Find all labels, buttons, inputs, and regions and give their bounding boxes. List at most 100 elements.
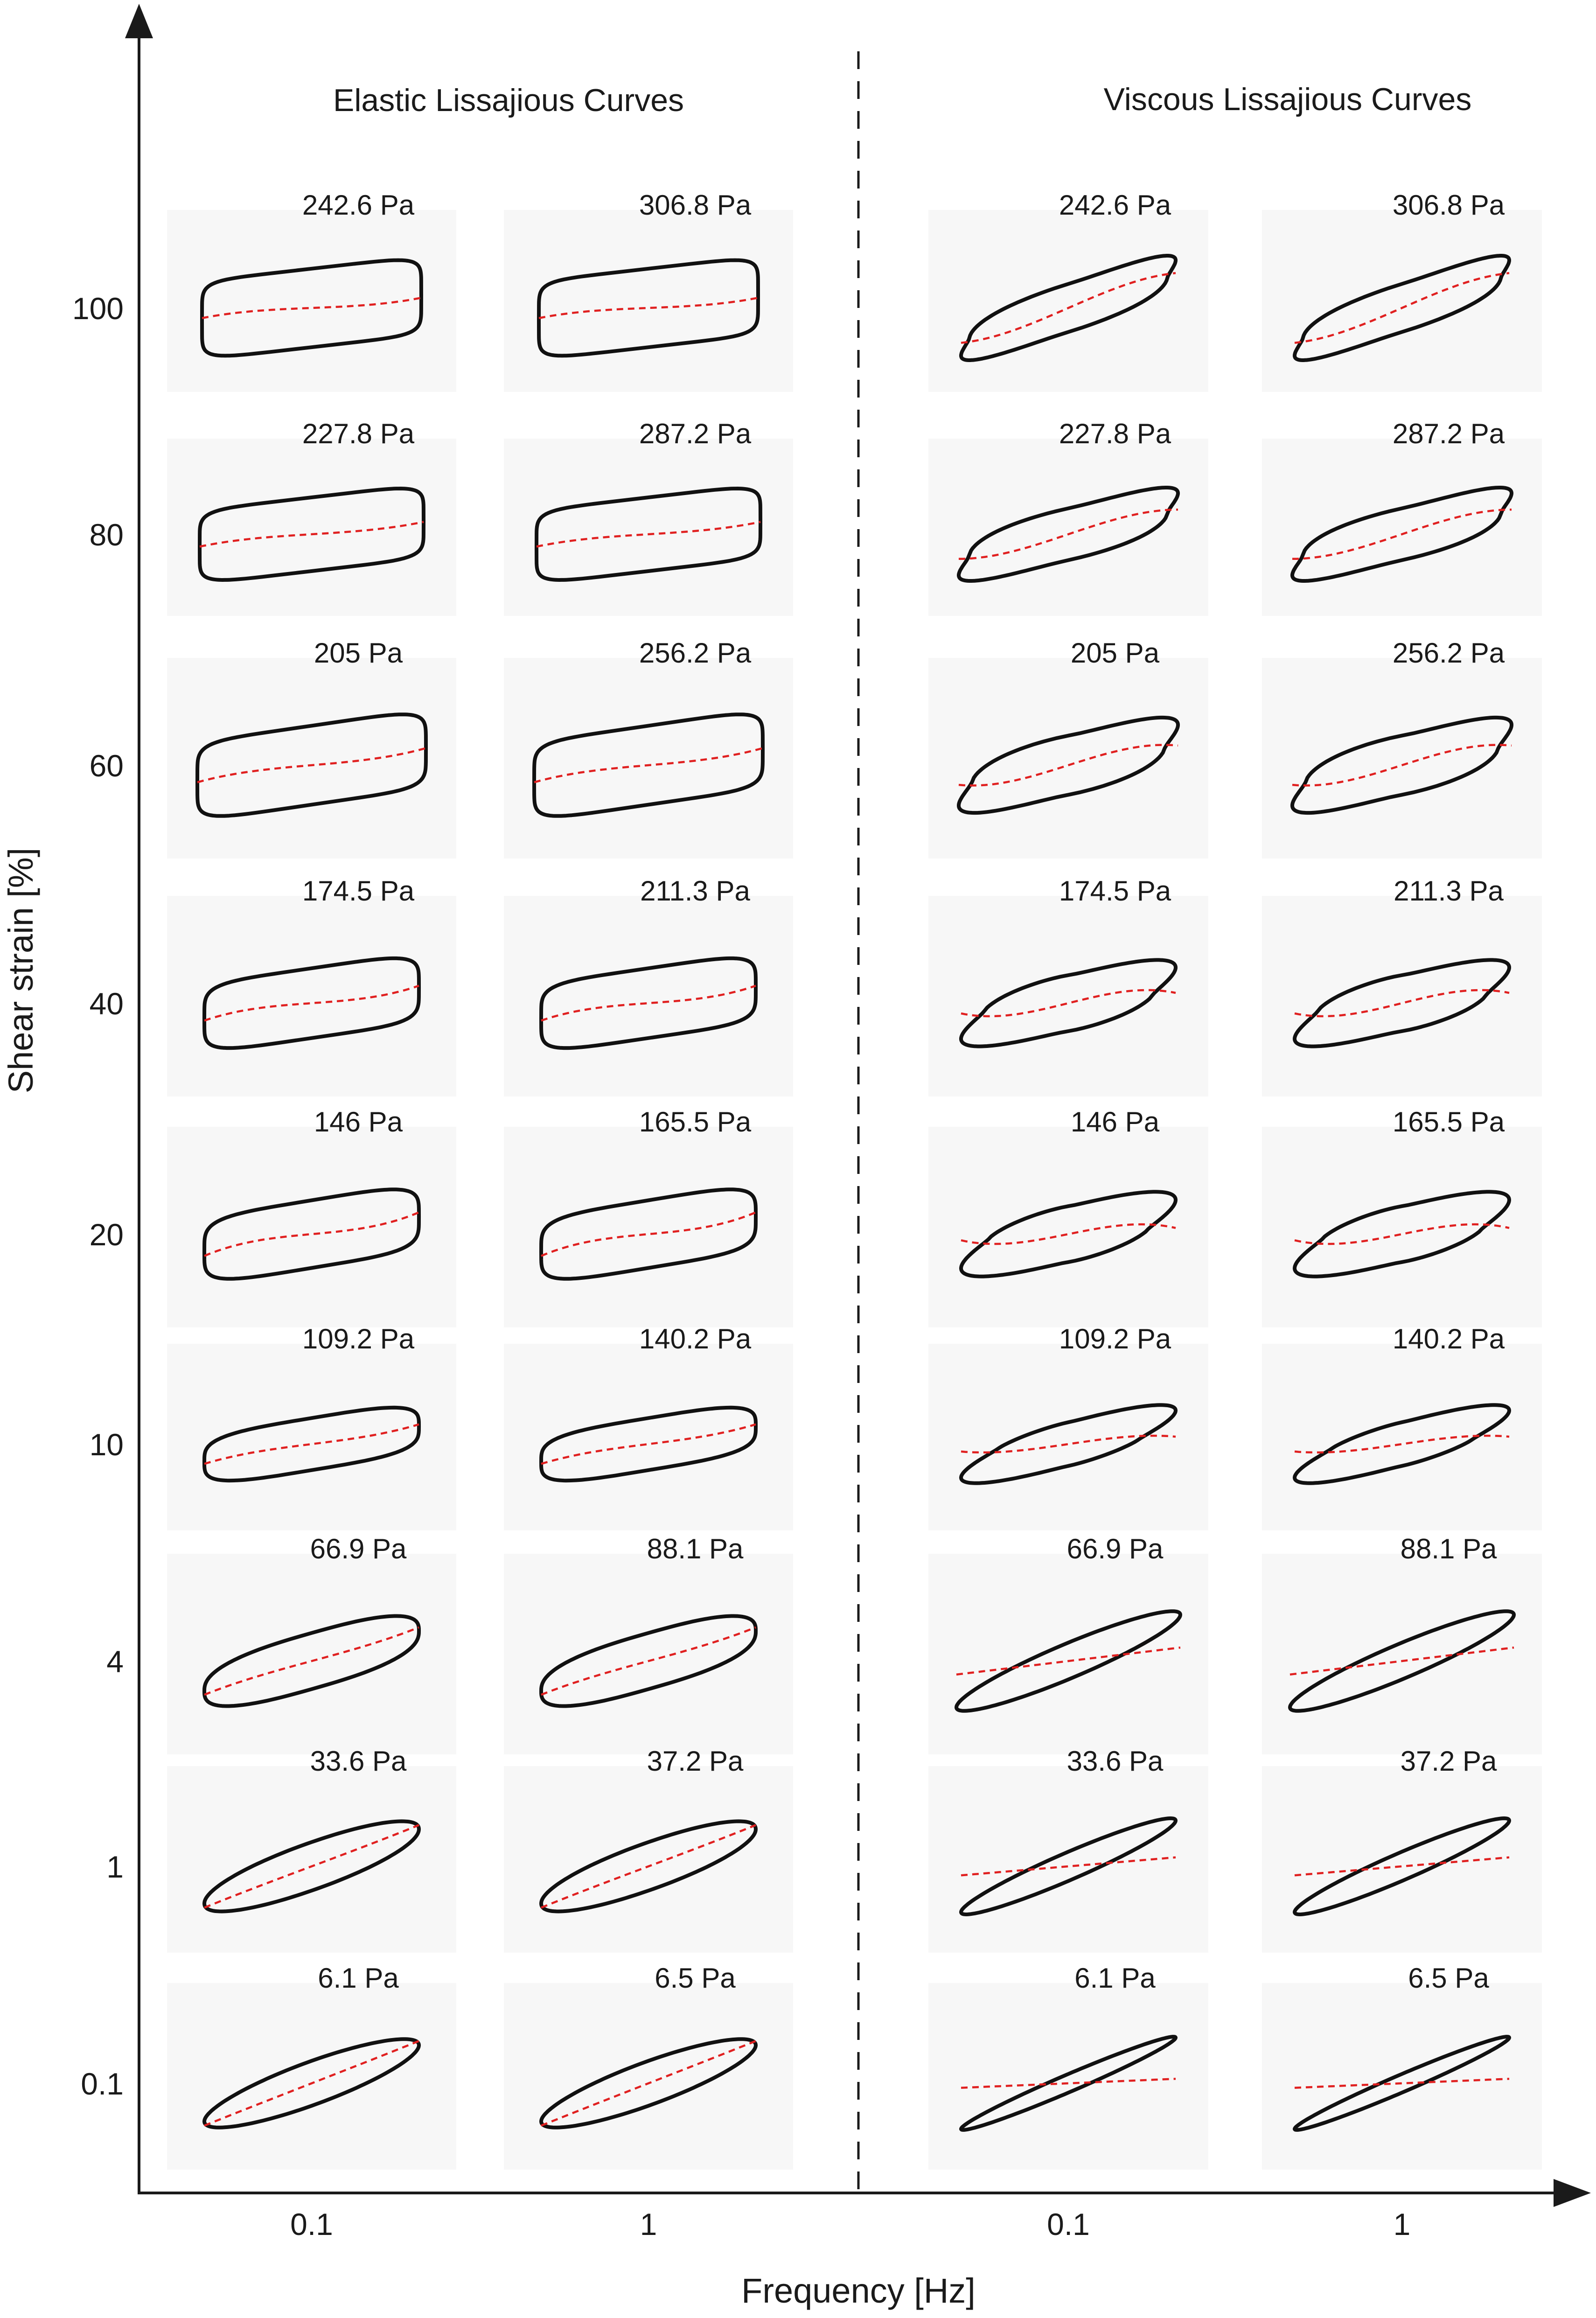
- panel-background: [504, 1344, 793, 1530]
- panel-background: [1262, 896, 1542, 1096]
- midline-curve: [541, 2040, 756, 2127]
- stress-strain-loop: [1293, 1816, 1511, 1916]
- y-tick-labels: 100 80 60 40 20 10 4 1 0.1: [72, 291, 124, 2101]
- panel-background: [167, 896, 456, 1096]
- panel-background: [928, 210, 1208, 392]
- stress-amplitude-label: 140.2 Pa: [1393, 1323, 1505, 1354]
- midline-curve: [204, 1626, 419, 1696]
- lissajous-panel: 205 Pa: [928, 637, 1208, 859]
- panel-background: [1262, 210, 1542, 392]
- midline-curve: [1294, 272, 1510, 344]
- lissajous-panel: 287.2 Pa: [1262, 418, 1542, 616]
- lissajous-panel: 174.5 Pa: [928, 875, 1208, 1096]
- panel-background: [504, 1554, 793, 1754]
- lissajous-panel: 306.8 Pa: [1262, 189, 1542, 392]
- midline-curve: [204, 1211, 419, 1257]
- y-tick-label: 20: [90, 1217, 124, 1252]
- midline-curve: [199, 521, 424, 548]
- stress-strain-loop: [959, 2035, 1178, 2132]
- stress-strain-loop: [959, 1190, 1178, 1278]
- lissajous-panel: 6.1 Pa: [167, 1962, 456, 2170]
- lissajous-panel: 242.6 Pa: [167, 189, 456, 392]
- y-tick-label: 0.1: [81, 2067, 124, 2101]
- panel-background: [1262, 1983, 1542, 2170]
- lissajous-panel: 6.5 Pa: [504, 1962, 793, 2170]
- lissajous-panel: 174.5 Pa: [167, 875, 456, 1096]
- midline-curve: [1294, 989, 1510, 1018]
- stress-amplitude-label: 66.9 Pa: [1067, 1533, 1164, 1564]
- stress-amplitude-label: 211.3 Pa: [1394, 875, 1504, 907]
- stress-amplitude-label: 287.2 Pa: [639, 418, 752, 449]
- lissajous-panel: 211.3 Pa: [1262, 875, 1542, 1096]
- lissajous-panel: 6.1 Pa: [928, 1962, 1208, 2170]
- stress-strain-loop: [1293, 254, 1511, 362]
- x-axis-arrowhead: [1554, 2179, 1591, 2207]
- panel-background: [504, 210, 793, 392]
- stress-strain-loop: [202, 2037, 421, 2129]
- panel-background: [928, 896, 1208, 1096]
- stress-amplitude-label: 88.1 Pa: [1401, 1533, 1497, 1564]
- stress-strain-loop: [959, 1816, 1178, 1916]
- stress-strain-loop: [200, 258, 423, 358]
- panel-background: [1262, 658, 1542, 859]
- stress-amplitude-label: 256.2 Pa: [1393, 637, 1505, 669]
- y-tick-label: 60: [90, 748, 124, 783]
- midline-curve: [1292, 744, 1512, 787]
- stress-strain-loop: [198, 487, 425, 582]
- stress-strain-loop: [959, 254, 1178, 362]
- panel-background: [928, 439, 1208, 616]
- y-tick-label: 4: [106, 1644, 124, 1679]
- midline-curve: [541, 1423, 756, 1465]
- stress-strain-loop: [539, 1187, 758, 1281]
- stress-strain-loop: [539, 1614, 758, 1708]
- midline-curve: [204, 1824, 419, 1909]
- panel-background: [504, 1983, 793, 2170]
- stress-strain-loop: [957, 486, 1180, 583]
- lissajous-panel: 37.2 Pa: [1262, 1745, 1542, 1953]
- stress-amplitude-label: 227.8 Pa: [1059, 418, 1171, 449]
- x-axis-title: Frequency [Hz]: [741, 2271, 976, 2310]
- midline-curve: [961, 989, 1176, 1018]
- stress-amplitude-label: 37.2 Pa: [647, 1745, 744, 1777]
- stress-strain-loop: [202, 956, 421, 1050]
- panel-background: [504, 896, 793, 1096]
- stress-amplitude-label: 146 Pa: [1071, 1106, 1160, 1138]
- midline-curve: [961, 272, 1176, 344]
- stress-strain-loop: [539, 1405, 758, 1483]
- lissajous-panel: 88.1 Pa: [1262, 1533, 1542, 1754]
- panel-background: [1262, 439, 1542, 616]
- midline-curve: [204, 2040, 419, 2127]
- stress-amplitude-label: 242.6 Pa: [302, 189, 415, 221]
- y-tick-label: 1: [106, 1850, 124, 1884]
- y-tick-label: 10: [90, 1427, 124, 1462]
- midline-curve: [538, 296, 759, 320]
- panel-background: [504, 1127, 793, 1327]
- section-title-viscous: Viscous Lissajious Curves: [1104, 82, 1472, 117]
- midline-curve: [202, 296, 422, 320]
- panel-background: [928, 1766, 1208, 1953]
- stress-strain-loop: [1293, 2035, 1511, 2132]
- stress-amplitude-label: 33.6 Pa: [1067, 1745, 1164, 1777]
- stress-amplitude-label: 227.8 Pa: [302, 418, 415, 449]
- midline-curve: [1289, 1646, 1514, 1676]
- stress-amplitude-label: 174.5 Pa: [1059, 875, 1171, 907]
- midline-curve: [541, 1626, 756, 1696]
- lissajous-panel: 165.5 Pa: [1262, 1106, 1542, 1327]
- stress-amplitude-label: 256.2 Pa: [639, 637, 752, 669]
- y-axis-arrowhead: [125, 4, 153, 38]
- stress-strain-loop: [959, 958, 1178, 1048]
- stress-strain-loop: [537, 258, 760, 358]
- stress-amplitude-label: 66.9 Pa: [310, 1533, 407, 1564]
- panel-background: [167, 439, 456, 616]
- panel-background: [928, 1554, 1208, 1754]
- midline-curve: [961, 1856, 1176, 1877]
- stress-amplitude-label: 205 Pa: [314, 637, 403, 669]
- panel-background: [167, 658, 456, 859]
- midline-curve: [1294, 1856, 1510, 1877]
- lissajous-panel: 205 Pa: [167, 637, 456, 859]
- panel-background: [1262, 1344, 1542, 1530]
- panel-background: [1262, 1127, 1542, 1327]
- stress-strain-loop: [202, 1405, 421, 1483]
- midline-curve: [961, 2078, 1176, 2089]
